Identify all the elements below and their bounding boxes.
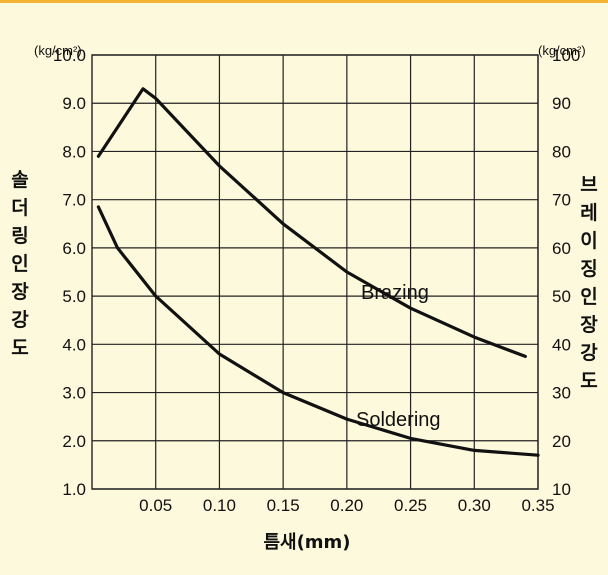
left-tick-label: 6.0 — [62, 239, 86, 258]
left-unit-label: (kg/cm²) — [34, 43, 82, 58]
right-tick-label: 20 — [552, 432, 571, 451]
left-tick-label: 4.0 — [62, 335, 86, 354]
x-tick-label: 0.35 — [521, 496, 554, 515]
series-line-soldering — [96, 205, 540, 457]
x-tick-label: 0.05 — [139, 496, 172, 515]
left-tick-label: 8.0 — [62, 142, 86, 161]
series-line-brazing — [96, 87, 527, 358]
right-tick-label: 100 — [552, 46, 580, 65]
right-tick-label: 10 — [552, 480, 571, 499]
axes — [91, 54, 539, 490]
right-tick-label: 60 — [552, 239, 571, 258]
left-tick-label: 3.0 — [62, 384, 86, 403]
x-tick-label: 0.20 — [330, 496, 363, 515]
right-tick-label: 30 — [552, 384, 571, 403]
left-tick-label: 1.0 — [62, 480, 86, 499]
grid — [92, 54, 539, 490]
left-tick-label: 10.0 — [53, 46, 86, 65]
right-tick-label: 70 — [552, 191, 571, 210]
right-tick-label: 80 — [552, 142, 571, 161]
series-lines — [96, 87, 540, 457]
x-tick-label: 0.10 — [203, 496, 236, 515]
right-tick-label: 90 — [552, 94, 571, 113]
right-tick-label: 40 — [552, 335, 571, 354]
right-unit-label: (kg/cm²) — [538, 43, 586, 58]
right-tick-label: 50 — [552, 287, 571, 306]
brazing-series-label: Brazing — [361, 282, 429, 304]
left-tick-label: 2.0 — [62, 432, 86, 451]
soldering-series-label: Soldering — [356, 409, 441, 431]
left-tick-label: 5.0 — [62, 287, 86, 306]
x-axis-label: 틈새(mm) — [263, 532, 350, 553]
x-tick-label: 0.30 — [458, 496, 491, 515]
left-tick-label: 7.0 — [62, 191, 86, 210]
left-tick-label: 9.0 — [62, 94, 86, 113]
x-tick-label: 0.15 — [267, 496, 300, 515]
x-tick-label: 0.25 — [394, 496, 427, 515]
plot-border — [91, 54, 539, 490]
